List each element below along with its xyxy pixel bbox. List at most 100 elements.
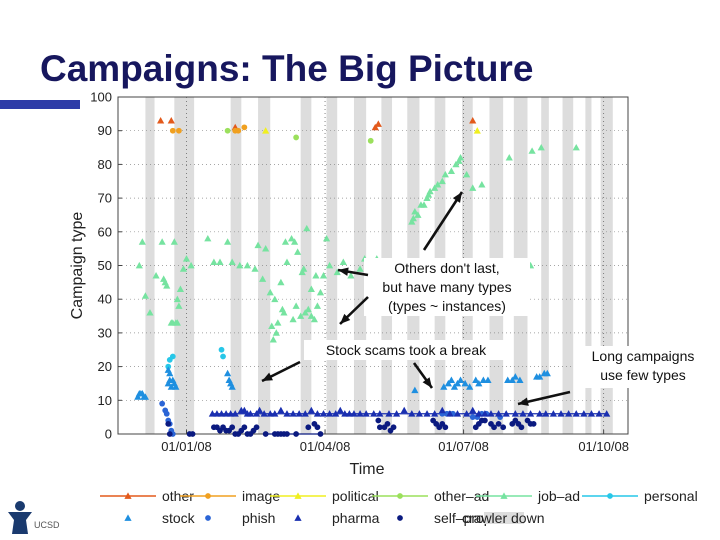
point-pharma [502,410,510,417]
legend-label: image [242,488,280,504]
arrow-head [340,313,351,324]
x-tick-label: 01/04/08 [300,439,351,454]
annotation-box [364,258,530,316]
point-job-ad [312,272,320,279]
point-job-ad [287,234,296,242]
point-pharma [222,410,230,417]
y-tick-label: 50 [98,258,112,273]
point-job-ad [163,282,171,289]
point-self-prop [375,417,382,424]
point-stock [444,379,452,387]
point-stock [511,373,519,380]
point-self-prop [491,424,497,431]
legend-label: crawler down [462,510,544,526]
point-pharma [289,410,297,417]
annotation-text: (types ~ instances) [388,298,506,314]
point-self-prop [293,431,299,437]
point-pharma [350,410,358,417]
point-job-ad [572,143,580,151]
point-job-ad [173,295,181,303]
point-stock [461,379,469,387]
point-job-ad [187,261,195,269]
point-job-ad [290,238,299,245]
point-job-ad [303,224,311,232]
point-self-prop [241,424,248,431]
y-tick-label: 20 [98,359,112,374]
y-axis-title: Campaign type [69,212,86,320]
legend-marker-personal [607,493,613,499]
point-stock [484,376,492,383]
point-self-prop [500,424,507,431]
point-job-ad [141,292,150,299]
point-pharma [246,410,255,417]
point-other [374,120,382,127]
point-job-ad [170,238,178,245]
point-job-ad [319,272,328,279]
point-stock [543,369,551,377]
point-other [371,123,379,131]
point-self-prop [229,424,236,431]
point-job-ad [423,194,431,201]
point-pharma [266,410,274,417]
point-stock [228,383,236,390]
x-tick-label: 01/07/08 [438,439,489,454]
point-pharma [603,410,611,417]
point-self-prop [384,421,391,427]
point-pharma [438,406,446,414]
legend-label: self–prop [434,510,492,526]
annotation-text: Stock scams took a break [326,342,487,358]
legend-marker-job–ad [500,492,508,499]
point-job-ad [280,309,288,316]
point-phish [159,400,166,407]
point-job-ad [313,302,322,309]
point-job-ad [158,238,166,245]
person-logo-icon [8,501,32,534]
point-job-ad [478,181,486,188]
point-job-ad [283,258,291,266]
point-stock [411,386,419,394]
arrow-head [338,267,349,276]
point-self-prop [317,431,324,437]
point-pharma [595,410,603,417]
point-job-ad [176,285,185,292]
annotation-text: Others don't last, [394,260,499,276]
point-pharma [307,406,315,414]
point-personal [169,353,176,360]
point-job-ad [452,160,460,168]
point-job-ad [310,315,318,323]
point-stock [440,383,448,390]
point-job-ad [301,309,309,316]
point-job-ad [254,241,262,249]
point-self-prop [376,424,383,431]
annotation-box [574,346,712,388]
point-job-ad [426,187,434,195]
point-job-ad [434,181,442,188]
point-job-ad [251,265,259,272]
point-stock [466,383,474,390]
point-pharma [526,410,535,417]
annotation-text: use few types [600,367,686,383]
point-other-ad [224,127,231,134]
point-self-prop [253,424,260,431]
point-pharma [487,410,495,417]
point-job-ad [289,315,297,323]
point-job-ad [356,265,364,272]
point-pharma [519,410,527,417]
point-pharma [301,410,309,417]
point-job-ad [409,214,417,222]
legend-marker-political [294,492,302,499]
legend: other image political other–ad job–ad persona… [100,488,698,526]
point-job-ad [269,336,277,343]
point-pharma [536,410,544,417]
point-self-prop [305,424,312,431]
point-job-ad [322,234,331,242]
point-job-ad [455,157,463,164]
point-pharma [252,410,261,417]
legend-marker-crawler down [484,512,524,524]
point-job-ad [216,258,224,266]
point-job-ad [274,319,282,326]
point-self-prop [482,417,488,424]
point-job-ad [456,154,465,161]
point-pharma [336,406,344,414]
point-stock [141,393,150,400]
